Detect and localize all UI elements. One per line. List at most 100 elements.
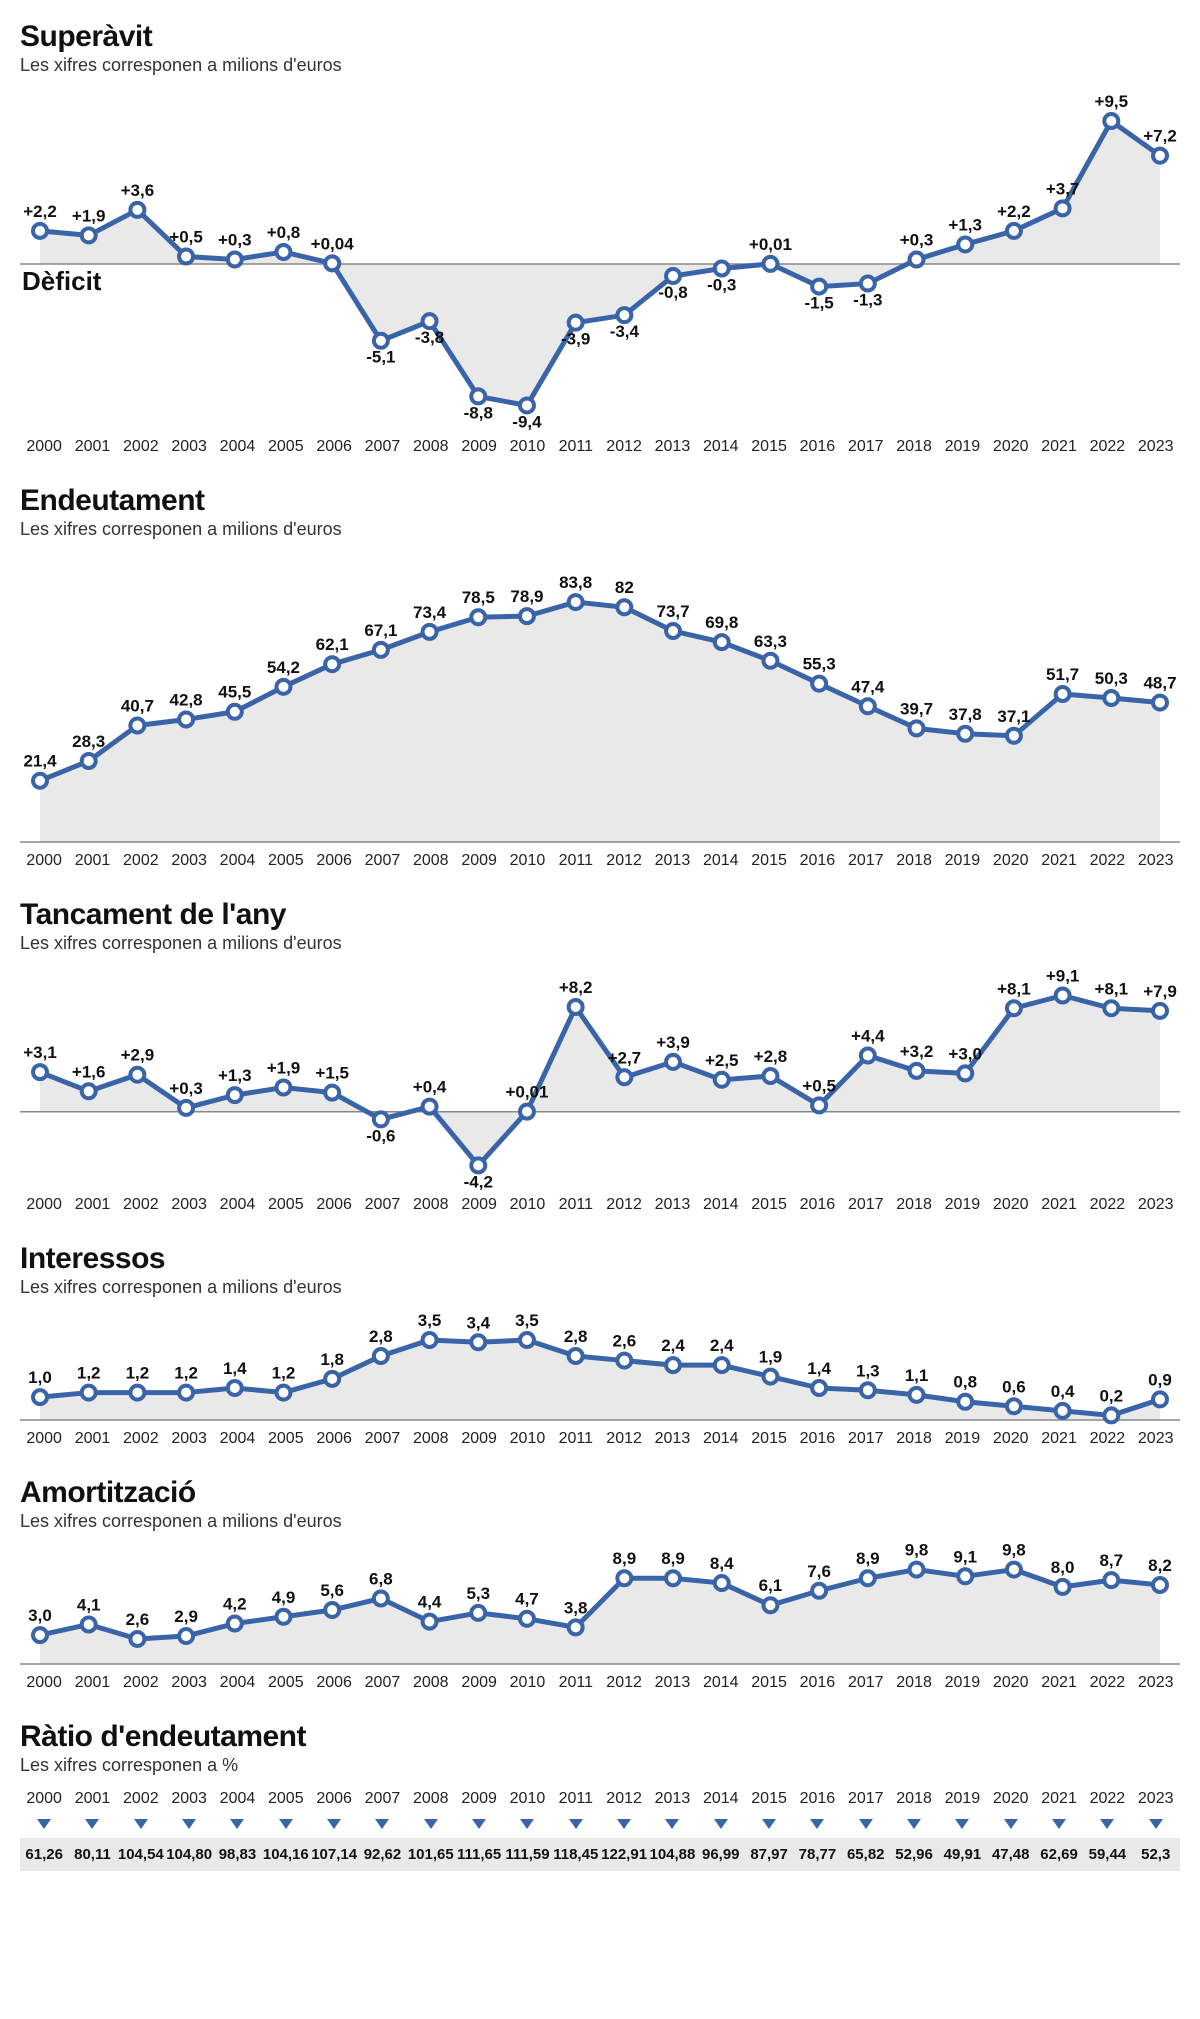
data-label: 2,4 (661, 1336, 685, 1355)
year-label: 2010 (503, 852, 551, 870)
ratio-value: 104,54 (117, 1838, 165, 1871)
year-label: 2012 (600, 1196, 648, 1214)
down-arrow-icon (68, 1812, 116, 1838)
title-superavit: Superàvit (20, 20, 1180, 53)
down-arrow-icon (1035, 1812, 1083, 1838)
year-label: 2016 (793, 1674, 841, 1692)
year-label: 2005 (262, 852, 310, 870)
data-label: 6,1 (759, 1576, 783, 1595)
data-label: 69,8 (705, 613, 738, 632)
xaxis-amortitzacio: 2000200120022003200420052006200720082009… (20, 1674, 1180, 1692)
data-point (179, 1386, 193, 1400)
data-label: 0,8 (953, 1373, 977, 1392)
subtitle-interessos: Les xifres corresponen a milions d'euros (20, 1277, 1180, 1298)
xaxis-endeutament: 2000200120022003200420052006200720082009… (20, 852, 1180, 870)
data-label: 21,4 (23, 752, 57, 771)
data-point (325, 657, 339, 671)
year-label: 2008 (407, 1196, 455, 1214)
data-point (1007, 1399, 1021, 1413)
ratio-year: 2008 (407, 1786, 455, 1812)
ratio-year: 2012 (600, 1786, 648, 1812)
year-label: 2014 (697, 1430, 745, 1448)
data-label: 0,2 (1099, 1386, 1123, 1405)
data-label: 5,3 (466, 1584, 490, 1603)
data-point (374, 334, 388, 348)
year-label: 2001 (68, 438, 116, 456)
ratio-year: 2021 (1035, 1786, 1083, 1812)
down-arrow-icon (987, 1812, 1035, 1838)
data-point (763, 1069, 777, 1083)
data-point (812, 1098, 826, 1112)
year-label: 2013 (648, 1430, 696, 1448)
data-label: -3,8 (415, 328, 444, 347)
data-label: 1,8 (320, 1350, 344, 1369)
data-point (33, 1390, 47, 1404)
subtitle-endeutament: Les xifres corresponen a milions d'euros (20, 519, 1180, 540)
data-point (958, 727, 972, 741)
data-point (82, 1386, 96, 1400)
data-point (1056, 1404, 1070, 1418)
year-label: 2006 (310, 852, 358, 870)
year-label: 2000 (20, 1430, 68, 1448)
data-point (276, 680, 290, 694)
title-tancament: Tancament de l'any (20, 898, 1180, 931)
down-arrow-icon (697, 1812, 745, 1838)
data-point (520, 1612, 534, 1626)
ratio-year: 2023 (1132, 1786, 1180, 1812)
data-label: -3,9 (561, 330, 590, 349)
chart-amortitzacio: Amortització Les xifres corresponen a mi… (20, 1476, 1180, 1692)
year-label: 2002 (117, 852, 165, 870)
data-label: +0,01 (749, 235, 792, 254)
data-point (520, 1105, 534, 1119)
data-point (861, 277, 875, 291)
year-label: 2013 (648, 1196, 696, 1214)
data-point (520, 1333, 534, 1347)
title-interessos: Interessos (20, 1242, 1180, 1275)
data-point (423, 314, 437, 328)
data-label: +3,2 (900, 1042, 934, 1061)
title-ratio: Ràtio d'endeutament (20, 1720, 1180, 1753)
data-label: 3,5 (418, 1311, 442, 1330)
down-arrow-icon (503, 1812, 551, 1838)
ratio-year: 2005 (262, 1786, 310, 1812)
data-label: +1,9 (72, 206, 106, 225)
data-label: -1,5 (804, 294, 833, 313)
year-label: 2004 (213, 1196, 261, 1214)
data-point (33, 224, 47, 238)
data-point (374, 1591, 388, 1605)
data-label: +2,9 (121, 1046, 155, 1065)
data-point (228, 252, 242, 266)
data-point (1153, 1578, 1167, 1592)
data-point (666, 1358, 680, 1372)
data-point (33, 774, 47, 788)
year-label: 2002 (117, 1196, 165, 1214)
data-label: +1,3 (218, 1066, 252, 1085)
data-point (1104, 114, 1118, 128)
data-label: +3,0 (948, 1044, 982, 1063)
subtitle-ratio: Les xifres corresponen a % (20, 1755, 1180, 1776)
down-arrow-icon (310, 1812, 358, 1838)
data-label: +0,3 (218, 230, 252, 249)
data-label: 2,9 (174, 1607, 198, 1626)
year-label: 2014 (697, 1196, 745, 1214)
year-label: 2013 (648, 852, 696, 870)
data-label: 2,8 (564, 1327, 588, 1346)
data-point (1056, 988, 1070, 1002)
year-label: 2007 (358, 1430, 406, 1448)
year-label: 2006 (310, 1674, 358, 1692)
data-label: +3,7 (1046, 179, 1080, 198)
data-point (715, 1576, 729, 1590)
year-label: 2022 (1083, 438, 1131, 456)
ratio-value: 87,97 (745, 1838, 793, 1871)
data-label: 37,1 (997, 707, 1030, 726)
data-point (958, 1395, 972, 1409)
year-label: 2004 (213, 1430, 261, 1448)
year-label: 2010 (503, 1674, 551, 1692)
xaxis-tancament: 2000200120022003200420052006200720082009… (20, 1196, 1180, 1214)
data-label: 50,3 (1095, 669, 1128, 688)
area-fill (40, 602, 1160, 842)
year-label: 2012 (600, 1430, 648, 1448)
data-label: 3,8 (564, 1598, 588, 1617)
data-point (179, 1101, 193, 1115)
data-label: +0,01 (505, 1083, 548, 1102)
